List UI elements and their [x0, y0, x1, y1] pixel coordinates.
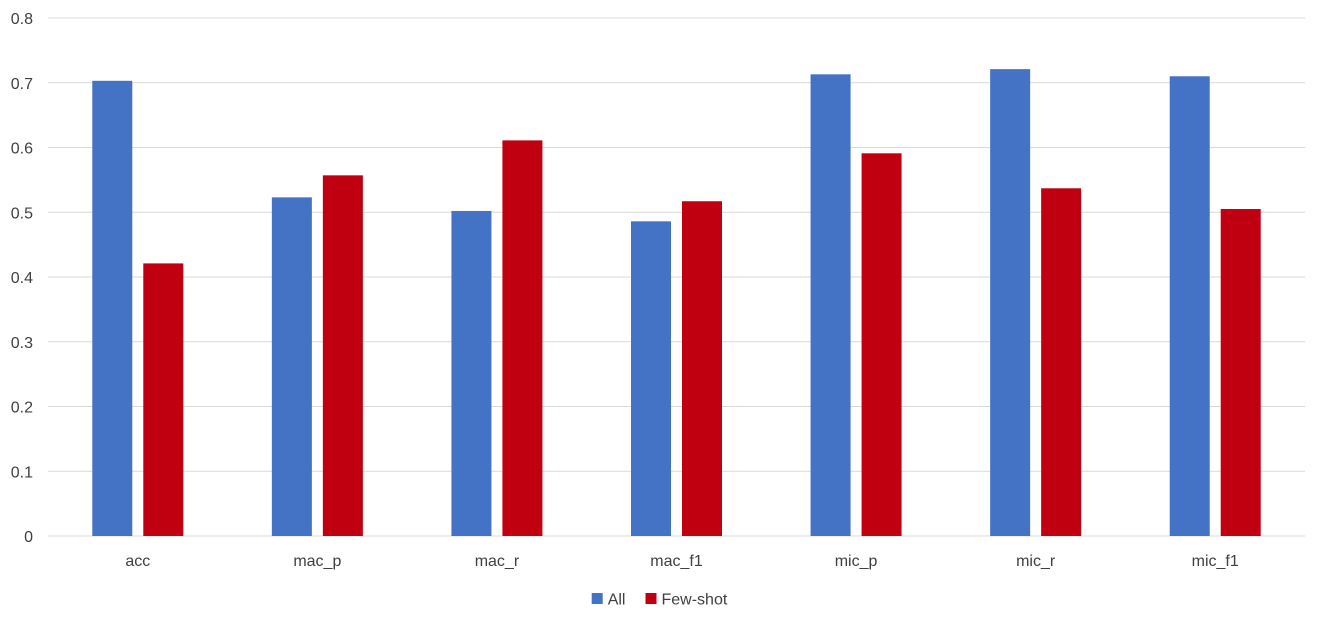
- y-tick-label: 0.6: [11, 141, 33, 158]
- legend-swatch: [645, 593, 657, 604]
- x-axis-category-labels: acc mac_p mac_r mac_f1 mic_p mic_r mic_f1: [125, 553, 1239, 570]
- bar-all-mac-p: [271, 197, 312, 537]
- legend-item-all: All: [591, 592, 626, 609]
- bar-few-shot-mic-r: [1041, 188, 1082, 537]
- legend: All Few-shot: [591, 592, 728, 609]
- legend-swatch: [591, 593, 603, 604]
- bar-all-mac-f1: [631, 221, 671, 536]
- bar-few-shot-acc: [143, 263, 184, 536]
- y-tick-label: 0.3: [11, 335, 33, 352]
- y-tick-label: 0.8: [11, 11, 33, 28]
- x-category-label: mac_f1: [650, 553, 703, 570]
- bars: [92, 69, 1261, 537]
- bar-few-shot-mic-f1: [1220, 209, 1261, 536]
- bar-all-mac-r: [451, 210, 492, 536]
- bar-all-mic-p: [810, 74, 851, 537]
- bar-all-acc: [92, 80, 133, 537]
- x-category-label: acc: [125, 553, 150, 570]
- bar-all-mic-r: [990, 69, 1031, 536]
- bar-all-mic-f1: [1169, 76, 1210, 537]
- bar-few-shot-mic-p: [861, 153, 902, 536]
- legend-item-few-shot: Few-shot: [645, 592, 728, 609]
- legend-label: All: [608, 592, 626, 609]
- bar-few-shot-mac-f1: [682, 201, 722, 536]
- y-tick-label: 0.2: [11, 400, 33, 417]
- bar-few-shot-mac-r: [502, 140, 543, 536]
- x-category-label: mic_f1: [1192, 553, 1239, 570]
- y-tick-label: 0.5: [11, 205, 33, 222]
- x-category-label: mic_p: [835, 553, 878, 570]
- legend-label: Few-shot: [662, 592, 728, 609]
- x-category-label: mac_p: [293, 553, 341, 570]
- y-tick-label: 0.1: [11, 464, 33, 481]
- bar-few-shot-mac-p: [322, 175, 363, 536]
- y-tick-label: 0.7: [11, 76, 33, 93]
- gridlines: [48, 17, 1305, 537]
- y-axis-tick-labels: 0 0.1 0.2 0.3 0.4 0.5 0.6 0.7 0.8: [11, 11, 33, 546]
- y-tick-label: 0.4: [11, 270, 33, 287]
- x-category-label: mac_r: [475, 553, 520, 570]
- x-category-label: mic_r: [1016, 553, 1056, 570]
- y-tick-label: 0: [24, 529, 33, 546]
